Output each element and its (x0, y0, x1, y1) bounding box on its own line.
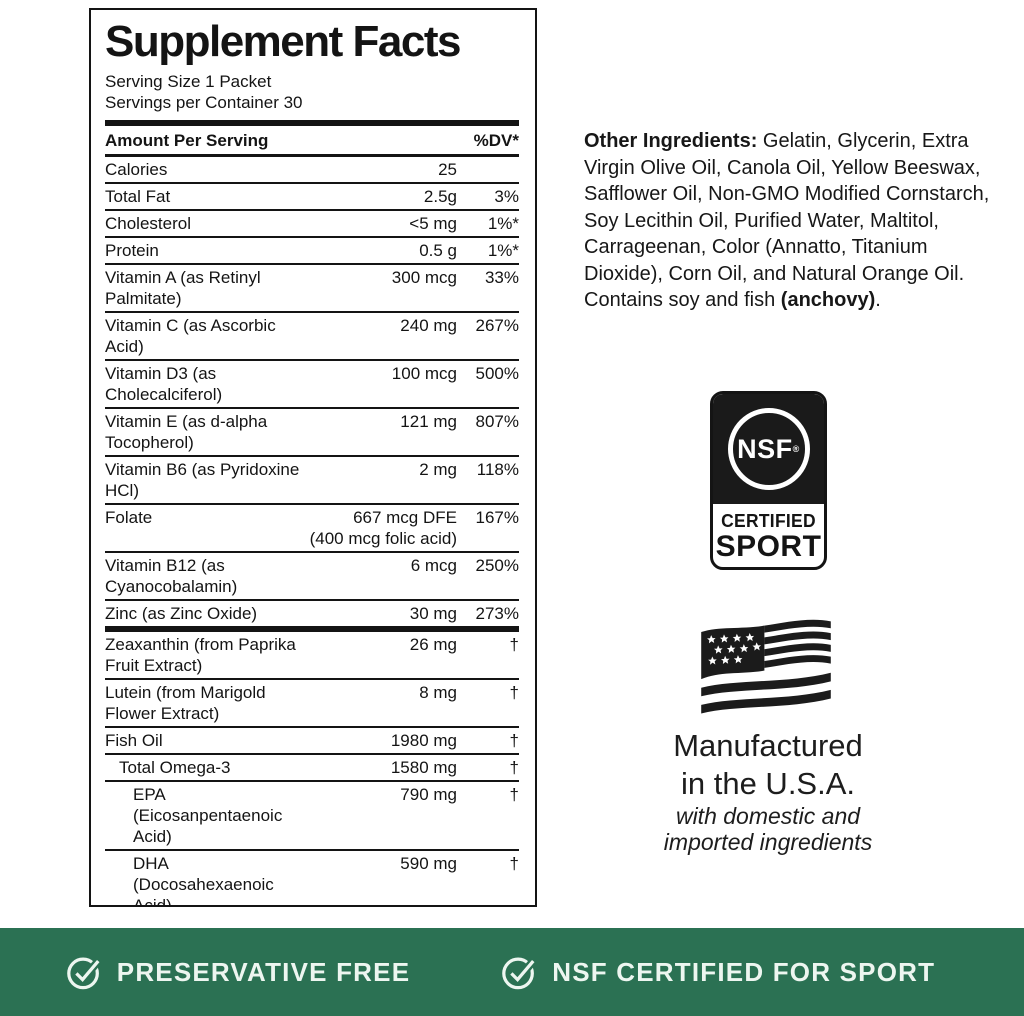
manufactured-line2: in the U.S.A. (680, 766, 856, 801)
nsf-certified-text: CERTIFIED (721, 511, 816, 531)
table-row: Zinc (as Zinc Oxide) 30 mg 273% (105, 604, 519, 623)
manufactured-line1: Manufactured (673, 728, 863, 763)
nsf-certified-sport-logo: NSF® CERTIFIED SPORT (710, 391, 827, 570)
table-row: Vitamin A (as Retinyl Palmitate) 300 mcg… (105, 265, 519, 313)
table-row: Vitamin E (as d-alpha Tocopherol) 121 mg… (105, 409, 519, 457)
table-row: Vitamin C (as Ascorbic Acid) 240 mg 267% (105, 313, 519, 361)
table-row-folate: Folate 667 mcg DFE (400 mcg folic acid) 1… (105, 505, 519, 553)
thick-divider (105, 626, 519, 632)
badge-preservative-free: PRESERVATIVE FREE (65, 953, 410, 991)
table-row: Lutein (from Marigold Flower Extract) 8 … (105, 680, 519, 728)
serving-size: Serving Size 1 Packet (105, 72, 272, 91)
panel-title: Supplement Facts (105, 17, 461, 66)
check-circle-icon (66, 957, 102, 990)
nsf-sport-text: SPORT (715, 530, 822, 563)
col-amount-per-serving: Amount Per Serving (105, 131, 269, 150)
table-row: Calories 25 (105, 157, 519, 184)
col-dv: %DV* (473, 131, 519, 150)
table-row: Fish Oil 1980 mg † (105, 728, 519, 755)
table-row: EPA (Eicosanpentaenoic Acid) 790 mg † (105, 782, 519, 851)
servings-per-container: Servings per Container 30 (105, 93, 303, 112)
table-row: Total Omega-3 1580 mg † (105, 755, 519, 782)
thick-divider (105, 120, 519, 126)
table-row: Protein 0.5 g 1%* (105, 238, 519, 265)
other-ingredients-text: Other Ingredients: Gelatin, Glycerin, Ex… (584, 130, 990, 311)
nsf-logo-top: NSF® (713, 394, 824, 504)
ingredients-origin-line1: with domestic and (675, 803, 861, 829)
ingredients-origin-line2: imported ingredients (663, 829, 873, 855)
usa-flag-icon (701, 619, 831, 714)
badge-nsf-certified-for-sport: NSF CERTIFIED FOR SPORT (500, 953, 935, 991)
footer-bar: PRESERVATIVE FREE NSF CERTIFIED FOR SPOR… (0, 928, 1024, 1016)
table-row: Total Fat 2.5g 3% (105, 184, 519, 211)
other-ingredients-label: Other Ingredients: (584, 130, 758, 152)
badge-label: PRESERVATIVE FREE (116, 956, 411, 987)
nsf-circle-icon: NSF® (727, 408, 810, 490)
column-header: Amount Per Serving %DV* (105, 126, 519, 157)
table-row: Vitamin B6 (as Pyridoxine HCl) 2 mg 118% (105, 457, 519, 505)
supplement-facts-panel: Supplement Facts Serving Size 1 Packet S… (89, 8, 537, 907)
made-in-usa-block: Manufactured in the U.S.A. with domestic… (630, 727, 906, 855)
table-row: DHA (Docosahexaenoic Acid) 590 mg † (105, 851, 519, 905)
check-circle-icon (502, 957, 537, 990)
table-row: Vitamin B12 (as Cyanocobalamin) 6 mcg 25… (105, 553, 519, 601)
badge-label: NSF CERTIFIED FOR SPORT (552, 956, 936, 987)
table-row: Vitamin D3 (as Cholecalciferol) 100 mcg … (105, 361, 519, 409)
table-row: Cholesterol <5 mg 1%* (105, 211, 519, 238)
table-row: Zeaxanthin (from Paprika Fruit Extract) … (105, 632, 519, 680)
